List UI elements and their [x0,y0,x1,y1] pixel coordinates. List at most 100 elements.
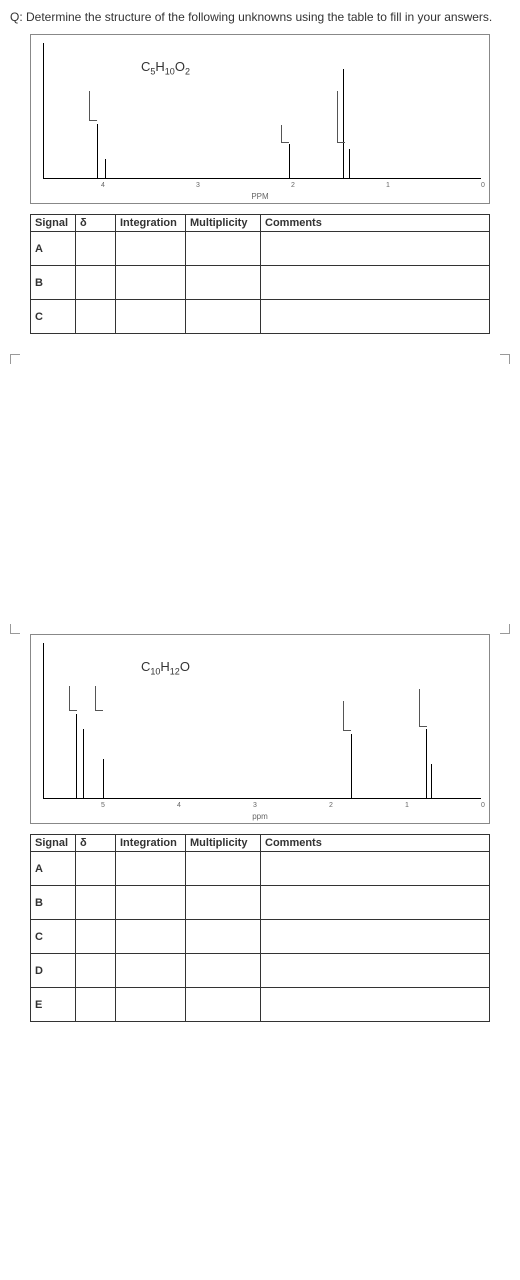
answer-cell[interactable] [186,988,261,1022]
tick-label: 2 [329,802,333,809]
tick-label: 3 [253,802,257,809]
crop-mark [500,354,510,364]
answer-cell[interactable] [186,300,261,334]
row-label: D [31,954,76,988]
tick-label: 1 [405,802,409,809]
row-label: C [31,920,76,954]
table-row: E [31,988,490,1022]
column-header: Signal [31,835,76,852]
answer-cell[interactable] [116,920,186,954]
column-header: Multiplicity [186,835,261,852]
answer-cell[interactable] [116,852,186,886]
tick-label: 0 [481,182,485,189]
tick-label: 5 [101,802,105,809]
answer-cell[interactable] [186,954,261,988]
spectrum-1: C5H10O2 PPM 4 3 2 1 0 [30,34,490,204]
table-row: D [31,954,490,988]
y-axis [43,643,44,799]
peak [97,124,98,179]
row-label: C [31,300,76,334]
crop-mark [500,624,510,634]
answer-cell[interactable] [76,232,116,266]
answer-cell[interactable] [76,266,116,300]
column-header: Integration [116,835,186,852]
answer-cell[interactable] [116,988,186,1022]
row-label: E [31,988,76,1022]
integral-curve [343,701,351,731]
answer-cell[interactable] [261,852,490,886]
column-header: δ [76,835,116,852]
answer-cell[interactable] [186,886,261,920]
tick-label: 3 [196,182,200,189]
tick-label: 2 [291,182,295,189]
table-row: A [31,852,490,886]
formula-2: C10H12O [141,659,190,677]
answer-cell[interactable] [116,954,186,988]
crop-mark [10,354,20,364]
answer-cell[interactable] [261,988,490,1022]
table-row: B [31,266,490,300]
integral-curve [89,91,97,121]
column-header: Comments [261,835,490,852]
tick-label: 4 [177,802,181,809]
integral-curve [337,91,345,143]
question-text: Q: Determine the structure of the follow… [10,10,510,24]
answer-cell[interactable] [186,232,261,266]
answer-cell[interactable] [186,266,261,300]
integral-curve [419,689,427,727]
integral-curve [69,686,77,711]
answer-cell[interactable] [261,232,490,266]
peak [426,729,427,799]
spectrum-2: C10H12O ppm 5 4 3 2 1 0 [30,634,490,824]
column-header: Comments [261,215,490,232]
answer-cell[interactable] [186,920,261,954]
column-header: Signal [31,215,76,232]
answer-cell[interactable] [261,954,490,988]
answer-cell[interactable] [261,886,490,920]
integral-curve [95,686,103,711]
answer-cell[interactable] [116,232,186,266]
peak [83,729,84,799]
peak [289,144,290,179]
answer-cell[interactable] [261,920,490,954]
answer-cell[interactable] [76,886,116,920]
column-header: Multiplicity [186,215,261,232]
row-label: B [31,266,76,300]
peak [351,734,352,799]
answer-cell[interactable] [116,886,186,920]
answer-cell[interactable] [116,266,186,300]
baseline [43,178,481,179]
axis-label-2: ppm [252,812,268,821]
peak [105,159,106,179]
answer-cell[interactable] [261,300,490,334]
answer-cell[interactable] [76,920,116,954]
tick-label: 4 [101,182,105,189]
answer-cell[interactable] [76,852,116,886]
baseline [43,798,481,799]
table-row: C [31,300,490,334]
answer-cell[interactable] [261,266,490,300]
table-row: C [31,920,490,954]
crop-mark [10,624,20,634]
peak [103,759,104,799]
row-label: B [31,886,76,920]
answer-cell[interactable] [186,852,261,886]
column-header: δ [76,215,116,232]
answer-cell[interactable] [76,954,116,988]
axis-label-1: PPM [251,192,268,201]
tick-label: 1 [386,182,390,189]
row-label: A [31,852,76,886]
tick-label: 0 [481,802,485,809]
table-row: A [31,232,490,266]
answer-cell[interactable] [116,300,186,334]
answer-table-2: SignalδIntegrationMultiplicityComments A… [30,834,490,1022]
page-gap [10,354,510,634]
answer-cell[interactable] [76,988,116,1022]
peak [349,149,350,179]
peak [431,764,432,799]
row-label: A [31,232,76,266]
answer-cell[interactable] [76,300,116,334]
peak [76,714,77,799]
answer-table-1: SignalδIntegrationMultiplicityComments A… [30,214,490,334]
formula-1: C5H10O2 [141,59,190,77]
